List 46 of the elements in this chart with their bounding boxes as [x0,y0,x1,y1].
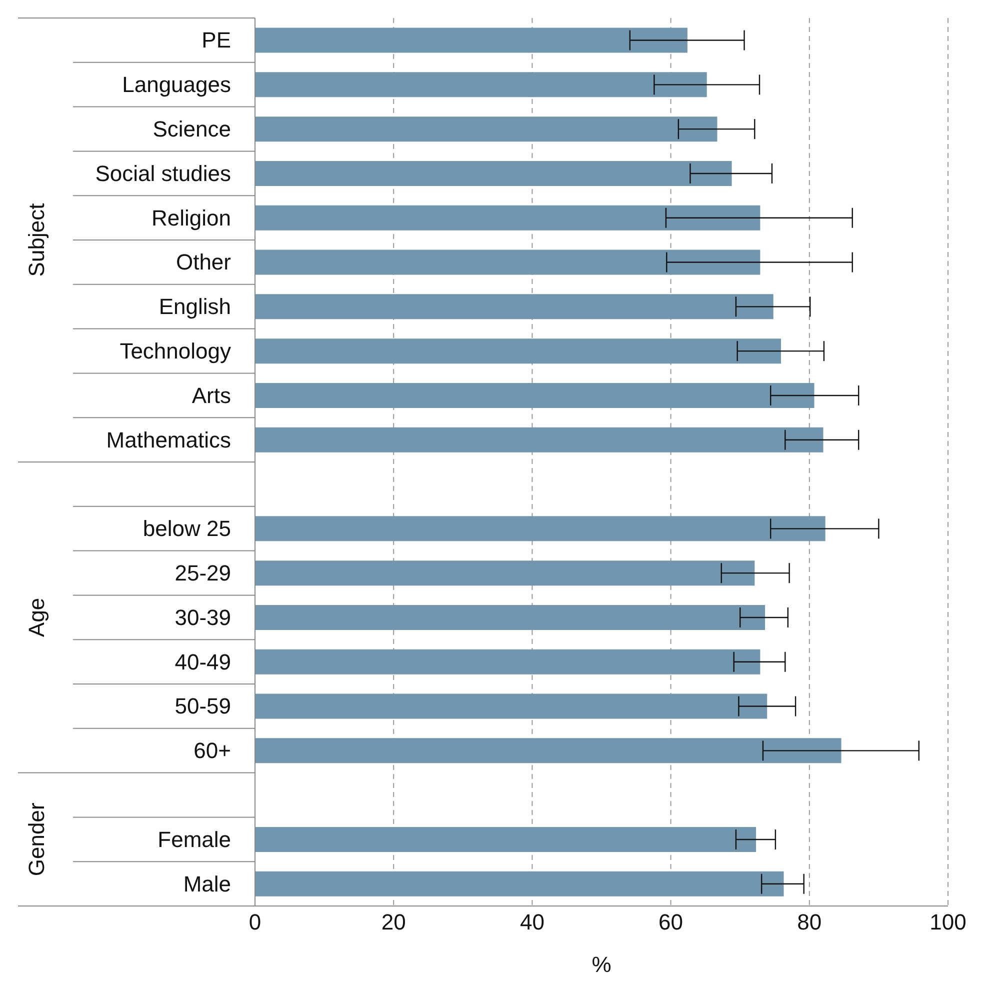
bar [255,338,781,364]
bar [255,871,784,896]
y-tick-label: Other [176,250,231,275]
y-tick-label: 25-29 [174,560,231,586]
text: Subject [24,203,49,277]
text: Age [24,598,49,637]
y-tick-label: Languages [122,72,231,98]
bar [255,516,826,542]
bar [255,116,718,142]
y-tick-label: 50-59 [174,694,231,719]
x-tick-label: 40 [520,910,544,935]
y-tick-label: Technology [120,338,231,364]
y-tick-label: Female [158,826,231,852]
bar [255,427,824,452]
y-tick-label: 60+ [194,738,231,764]
x-tick-label: 60 [658,910,684,935]
y-tick-label: Arts [192,382,231,408]
bar [255,604,766,630]
x-tick-label: 20 [381,910,406,935]
x-tick-label: 80 [797,910,822,935]
y-tick-label: Male [183,871,231,896]
y-tick-label: Science [152,116,231,142]
bar [255,649,760,674]
x-axis-title: % [592,952,612,977]
bar [255,28,688,53]
bar [255,382,814,408]
x-tick-label: 0 [248,910,262,935]
bar [255,250,760,275]
bar [255,294,774,320]
y-tick-label: Religion [152,205,231,230]
bar [255,694,768,719]
y-tick-label: English [158,294,231,320]
bar [255,72,707,98]
bar [255,738,842,764]
bar [255,205,760,230]
bar [255,826,756,852]
y-tick-label: Mathematics [106,427,231,452]
bar [255,160,732,186]
x-tick-label: 100 [930,910,966,935]
y-tick-label: 30-39 [174,604,231,630]
y-tick-label: PE [202,28,231,53]
y-tick-label: 40-49 [174,649,231,674]
y-tick-label: below 25 [142,516,231,542]
y-tick-label: Social studies [95,160,231,186]
bar [255,560,755,586]
text: Gender [24,802,49,876]
